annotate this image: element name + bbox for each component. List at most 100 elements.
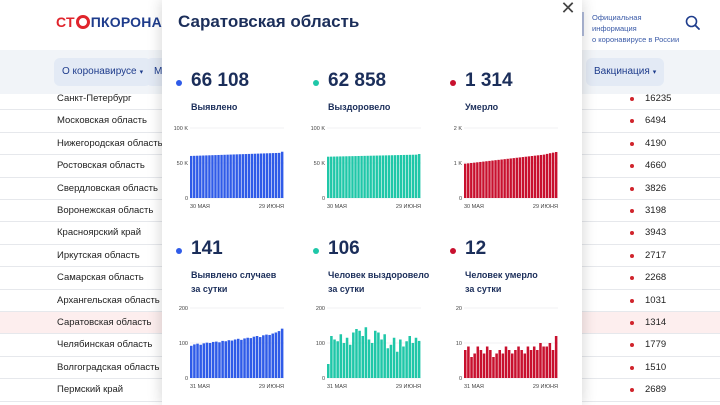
chart-bar [226,154,229,198]
chart-bar [512,158,515,198]
chart-bar [360,155,363,198]
region-value: 4190 [645,137,667,149]
y-tick-label: 0 [322,196,325,202]
y-tick-label: 0 [459,196,462,202]
chart-bar [532,346,536,378]
chart-bar [506,158,509,198]
chart-bar [392,337,396,378]
chart-bar [511,353,514,378]
search-button[interactable] [683,13,703,33]
region-value: 3943 [645,227,667,239]
chart-bar [268,153,272,198]
x-tick-end: 29 ИЮНЯ [533,204,558,210]
stat-number: 12 [465,238,487,259]
chart-bar [479,161,482,198]
site-logo[interactable]: СТ ПКОРОНАВИ [56,14,182,30]
mini-chart-svg: 2 K 1 K 030 МАЯ 29 ИЮНЯ [454,126,558,210]
nav-vaccination[interactable]: Вакцинация ▾ [586,58,665,86]
chart-bar [515,157,518,198]
chart-bar [345,156,348,198]
chart-bar [530,156,534,198]
chart-bar [280,328,284,378]
mini-chart-svg: 100 K 50 K 030 МАЯ 29 ИЮНЯ [311,126,421,210]
chart-bar [542,154,546,198]
region-value: 2717 [645,249,667,261]
chart-bar [280,151,284,198]
x-tick-end: 29 ИЮНЯ [396,204,421,210]
bullet-icon [630,253,634,258]
chart-bar [402,154,406,198]
y-tick-label: 1 K [454,161,463,167]
chart-bar [369,155,372,198]
bullet-icon [630,231,634,236]
chart-bar [240,339,243,378]
logo-ring-icon [75,15,90,29]
chart-bar [396,155,400,198]
logo-text-stop: СТ [56,14,75,30]
bullet-icon [630,388,634,393]
chart-bar [473,353,476,378]
region-name: Свердловская область [57,182,158,194]
logo-text-rest: ПКОРОНАВИ [90,14,183,30]
region-value: 6494 [645,115,667,127]
chart-bar [387,155,391,198]
chart-bar [539,154,543,198]
stat-label: Выявлено [191,100,237,114]
chart-bar [211,155,214,198]
close-button[interactable]: ✕ [558,0,578,18]
search-icon [685,15,700,30]
x-tick-end: 29 ИЮНЯ [396,384,421,390]
chart-bar [408,336,411,378]
stat-label-line2: за сутки [465,284,502,294]
stat-label-line1: Умерло [465,102,499,112]
region-value: 3826 [645,182,667,194]
region-name: Нижегородская область [57,137,163,149]
region-name: Волгоградская область [57,361,160,373]
chart-bar [247,153,251,198]
chart-bar [355,329,358,378]
chart-bar [517,346,520,378]
stat-label-line1: Выявлено случаев [191,270,277,280]
chart-bar [366,155,369,198]
chart-bar [202,155,205,198]
region-value: 16235 [645,93,672,104]
chart-bar [545,153,549,198]
bullet-icon [630,276,634,281]
chart-bar [524,156,528,198]
close-icon: ✕ [560,0,576,18]
bullet-icon [630,186,634,191]
chart-bar [497,159,500,198]
chart-bar [551,152,555,198]
nav-about-label: О коронавирусе [62,66,137,77]
region-name: Архангельская область [57,294,160,306]
nav-about-covid[interactable]: О коронавирусе ▾ [54,58,152,86]
chart-bar [399,155,403,198]
chart-bar [411,343,415,378]
chart-bar [383,334,386,378]
y-tick-label: 100 [179,341,188,347]
bullet-icon [630,209,634,213]
region-name: Красноярский край [57,227,141,239]
chart-bar [411,154,415,198]
x-tick-start: 30 МАЯ [464,204,484,210]
chart-bar [274,332,278,378]
chart-bar [253,153,257,198]
x-tick-end: 29 ИЮНЯ [533,384,558,390]
chart-bar [374,330,377,378]
x-tick-start: 30 МАЯ [190,204,210,210]
chart-bar [358,330,361,378]
chart-bar [205,342,209,378]
stat-number: 66 108 [191,70,250,91]
stat-dot-icon [450,248,456,254]
chart-bar [249,338,253,378]
chart-bar [554,152,558,198]
region-name: Ростовская область [57,160,145,172]
chart-bar [330,156,333,198]
stat-label-line2: за сутки [191,284,228,294]
chart-bar [523,353,527,378]
y-tick-label: 0 [185,376,188,382]
chart-bar [268,334,271,378]
chart-bar [196,343,199,378]
x-tick-end: 29 ИЮНЯ [259,204,284,210]
chart-bar [230,340,234,378]
